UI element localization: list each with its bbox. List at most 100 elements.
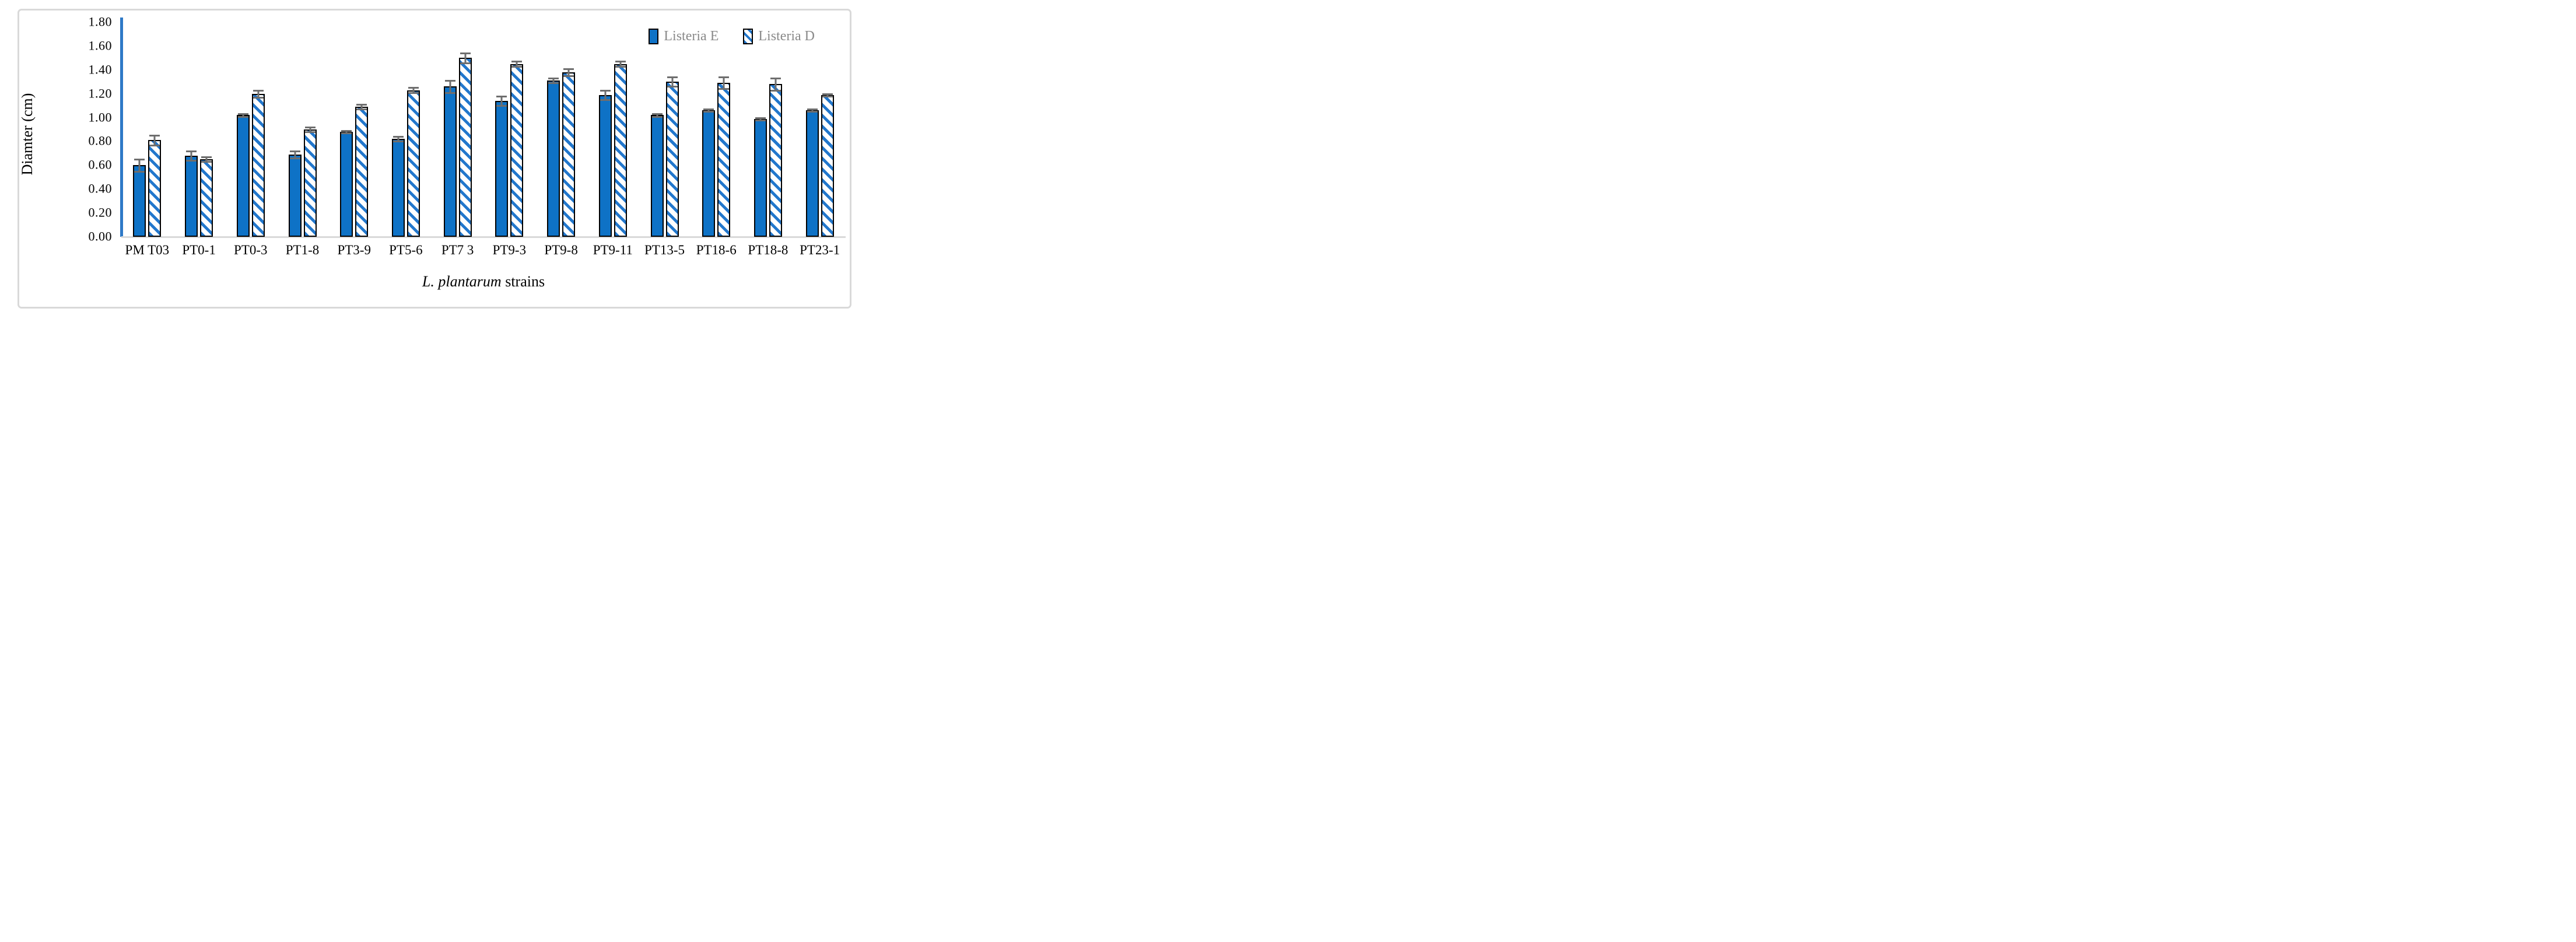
error-bar-cap-bottom xyxy=(755,119,766,121)
bar-listeria-d-pt18-8 xyxy=(769,84,782,237)
legend-item-listeria-d: Listeria D xyxy=(743,29,815,44)
error-bar-cap-top xyxy=(237,113,248,115)
bar-listeria-d-pt1-8 xyxy=(303,129,317,237)
error-bar-listeria-d-pm-t03 xyxy=(153,135,156,145)
bar-listeria-e-pm-t03 xyxy=(133,165,146,237)
error-bar-cap-top xyxy=(460,52,471,55)
x-category-label: PM T03 xyxy=(125,243,170,257)
error-bar-cap-bottom xyxy=(822,95,833,97)
error-bar-cap-bottom xyxy=(149,144,160,146)
error-bar-listeria-d-pt9-3 xyxy=(516,61,518,66)
bar-listeria-e-pt0-1 xyxy=(185,156,198,237)
error-bar-listeria-d-pt9-8 xyxy=(567,68,570,76)
error-bar-cap-top xyxy=(356,104,367,106)
y-axis-line xyxy=(120,17,123,237)
x-category-label: PT3-9 xyxy=(337,243,371,257)
x-category-label: PT5-6 xyxy=(389,243,423,257)
x-category-label: PT13-5 xyxy=(644,243,685,257)
error-bar-listeria-e-pt9-3 xyxy=(500,96,503,106)
x-category-label: PT9-11 xyxy=(593,243,633,257)
error-bar-cap-top xyxy=(548,78,559,80)
error-bar-listeria-e-pt9-8 xyxy=(552,78,555,83)
error-bar-cap-top xyxy=(186,150,197,152)
error-bar-cap-top xyxy=(563,68,574,70)
error-bar-listeria-e-pt13-5 xyxy=(656,114,658,117)
bar-listeria-e-pt3-9 xyxy=(340,132,353,237)
error-bar-cap-bottom xyxy=(667,86,678,88)
error-bar-listeria-d-pt0-3 xyxy=(257,90,260,97)
error-bar-cap-top xyxy=(667,76,678,79)
error-bar-listeria-d-pt1-8 xyxy=(309,127,311,132)
legend-label-listeria-d: Listeria D xyxy=(758,29,815,44)
y-tick-label: 0.40 xyxy=(88,181,112,196)
error-bar-cap-bottom xyxy=(186,160,197,162)
error-bar-listeria-e-pt0-1 xyxy=(190,150,192,161)
error-bar-listeria-d-pt9-11 xyxy=(619,61,622,66)
error-bar-cap-bottom xyxy=(563,75,574,77)
error-bar-cap-bottom xyxy=(719,88,730,90)
bar-listeria-d-pt9-8 xyxy=(562,72,576,237)
bar-listeria-d-pt13-5 xyxy=(665,82,679,237)
error-bar-listeria-e-pt0-3 xyxy=(242,114,244,117)
error-bar-cap-bottom xyxy=(703,111,714,113)
bar-listeria-d-pt0-1 xyxy=(200,159,213,237)
x-category-label: PT18-6 xyxy=(696,243,737,257)
bar-listeria-d-pt18-6 xyxy=(717,83,731,237)
bar-listeria-d-pm-t03 xyxy=(148,140,162,237)
plot-area: 0.00 0.20 0.40 0.60 0.80 1.00 1.20 1.40 1.60 1.80… xyxy=(0,0,859,314)
error-bar-cap-top xyxy=(511,61,523,63)
y-axis-title: Diamter (cm) xyxy=(19,93,36,176)
error-bar-cap-top xyxy=(600,89,611,92)
error-bar-listeria-d-pt7-3 xyxy=(464,53,467,63)
x-axis-title: L. plantarum strains xyxy=(422,273,545,290)
error-bar-cap-bottom xyxy=(511,65,523,68)
error-bar-cap-bottom xyxy=(289,157,300,160)
error-bar-cap-bottom xyxy=(548,82,559,85)
error-bar-cap-bottom xyxy=(392,141,404,143)
error-bar-cap-top xyxy=(444,80,455,82)
error-bar-cap-bottom xyxy=(408,92,419,94)
error-bar-cap-top xyxy=(770,78,781,80)
x-category-label: PT7 3 xyxy=(441,243,474,257)
bar-listeria-e-pt18-8 xyxy=(753,119,767,237)
error-bar-cap-bottom xyxy=(444,92,455,94)
error-bar-listeria-d-pt0-1 xyxy=(205,157,208,162)
error-bar-cap-top xyxy=(149,135,160,137)
legend-swatch-hatched-icon xyxy=(743,29,753,44)
x-axis-baseline xyxy=(121,236,846,238)
error-bar-cap-top xyxy=(134,159,145,161)
bar-listeria-e-pt18-6 xyxy=(702,110,716,237)
error-bar-cap-top xyxy=(719,76,730,79)
error-bar-listeria-e-pt5-6 xyxy=(397,136,399,142)
y-tick-label: 0.80 xyxy=(88,133,112,148)
bar-listeria-d-pt5-6 xyxy=(406,90,420,237)
error-bar-cap-bottom xyxy=(600,99,611,101)
error-bar-cap-bottom xyxy=(496,105,507,107)
error-bar-listeria-d-pt5-6 xyxy=(412,87,415,93)
y-tick-label: 0.20 xyxy=(88,205,112,220)
bar-chart-figure: 0.00 0.20 0.40 0.60 0.80 1.00 1.20 1.40 1.60 1.80… xyxy=(0,0,859,314)
error-bar-cap-top xyxy=(755,117,766,119)
bar-listeria-d-pt9-3 xyxy=(510,64,524,237)
error-bar-cap-bottom xyxy=(341,132,352,135)
error-bar-cap-bottom xyxy=(237,115,248,118)
y-tick-label: 0.00 xyxy=(88,229,112,244)
error-bar-listeria-e-pm-t03 xyxy=(138,159,141,171)
error-bar-cap-bottom xyxy=(651,115,663,118)
error-bar-listeria-e-pt18-6 xyxy=(707,109,710,112)
y-tick-label: 0.60 xyxy=(88,157,112,172)
error-bar-listeria-e-pt9-11 xyxy=(604,90,607,100)
error-bar-listeria-e-pt3-9 xyxy=(345,131,348,134)
error-bar-cap-bottom xyxy=(770,89,781,92)
error-bar-cap-top xyxy=(201,156,212,159)
bar-listeria-e-pt0-3 xyxy=(236,115,250,237)
bar-listeria-e-pt13-5 xyxy=(650,115,664,237)
error-bar-listeria-d-pt23-1 xyxy=(826,93,829,96)
error-bar-listeria-d-pt18-8 xyxy=(774,78,777,90)
error-bar-listeria-e-pt23-1 xyxy=(811,109,814,112)
error-bar-cap-top xyxy=(408,87,419,89)
error-bar-cap-bottom xyxy=(304,131,316,134)
x-axis-title-suffix: strains xyxy=(501,273,545,290)
x-category-label: PT18-8 xyxy=(748,243,788,257)
error-bar-listeria-d-pt18-6 xyxy=(723,77,725,89)
